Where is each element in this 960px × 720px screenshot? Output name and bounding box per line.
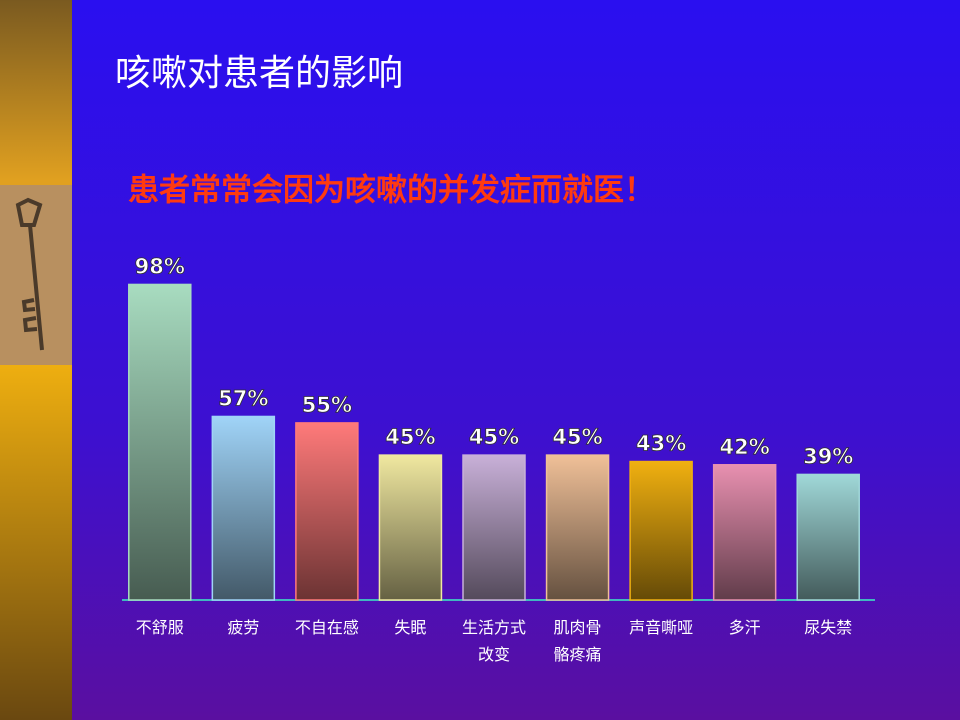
x-tick-label: 不自在感 [295, 618, 359, 637]
bar [545, 454, 610, 601]
x-tick-label: 声音嘶哑 [629, 618, 693, 637]
slide-title: 咳嗽对患者的影响 [115, 53, 403, 94]
x-tick-label: 失眠 [394, 618, 426, 637]
value-label: 45% [385, 425, 435, 449]
bar [712, 464, 777, 601]
value-label: 98% [135, 254, 185, 278]
bar [295, 422, 359, 601]
value-label: 45% [469, 425, 519, 449]
bar [796, 473, 860, 601]
value-label: 45% [552, 425, 602, 449]
x-tick-label: 多汗 [729, 618, 761, 637]
x-tick-label: 不舒服 [136, 618, 184, 637]
value-label: 55% [302, 393, 352, 417]
value-label: 39% [803, 444, 853, 468]
x-tick-label: 疲劳 [227, 618, 259, 637]
value-label: 57% [218, 386, 268, 410]
bar [128, 283, 192, 601]
bar [211, 415, 276, 601]
bar [378, 454, 443, 601]
x-tick-label: 尿失禁 [804, 618, 852, 637]
x-tick-label: 生活方式改变 [462, 618, 526, 664]
x-tick-label: 肌肉骨骼疼痛 [554, 618, 602, 664]
key-icon [15, 197, 44, 351]
chart-title: 患者常常会因为咳嗽的并发症而就医！ [128, 173, 655, 209]
value-label: 42% [720, 435, 770, 459]
bar [629, 460, 693, 601]
value-label: 43% [636, 432, 686, 456]
bar [462, 454, 526, 601]
